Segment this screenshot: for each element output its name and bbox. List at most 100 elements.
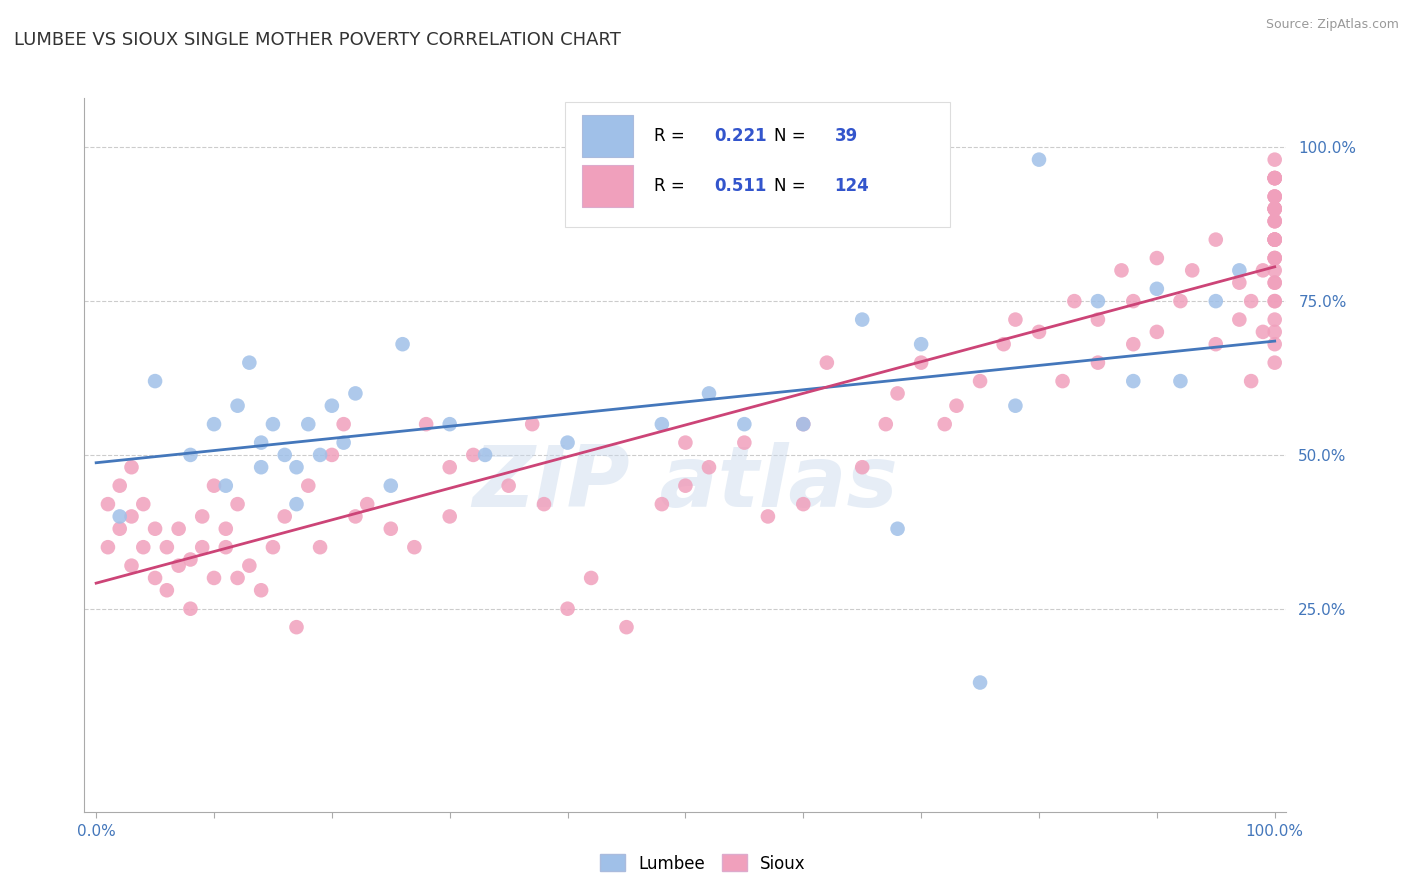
Point — [815, 356, 838, 370]
Point — [202, 478, 225, 492]
Point — [215, 478, 238, 492]
Point — [1264, 233, 1286, 247]
Point — [1028, 153, 1050, 167]
Point — [1240, 294, 1263, 309]
Point — [179, 448, 201, 462]
Point — [651, 497, 673, 511]
Point — [121, 558, 143, 573]
Point — [297, 417, 319, 432]
Point — [1264, 171, 1286, 186]
Point — [733, 417, 755, 432]
Point — [1264, 189, 1286, 203]
Point — [886, 386, 908, 401]
Point — [179, 552, 201, 566]
Point — [1264, 337, 1286, 351]
FancyBboxPatch shape — [582, 115, 633, 157]
Text: 39: 39 — [835, 127, 858, 145]
Point — [215, 522, 238, 536]
Legend: Lumbee, Sioux: Lumbee, Sioux — [593, 847, 813, 880]
Point — [498, 478, 520, 492]
Point — [332, 417, 354, 432]
Point — [215, 540, 238, 554]
Point — [1264, 251, 1286, 265]
Point — [1122, 337, 1144, 351]
Point — [697, 460, 720, 475]
Point — [121, 460, 143, 475]
Text: Source: ZipAtlas.com: Source: ZipAtlas.com — [1265, 18, 1399, 31]
Point — [1004, 399, 1026, 413]
FancyBboxPatch shape — [565, 102, 950, 227]
Point — [143, 571, 166, 585]
Point — [733, 435, 755, 450]
Point — [415, 417, 437, 432]
Point — [344, 386, 367, 401]
Point — [1264, 233, 1286, 247]
Point — [309, 540, 332, 554]
Point — [1227, 263, 1250, 277]
Point — [1264, 276, 1286, 290]
Point — [356, 497, 378, 511]
Point — [1087, 356, 1109, 370]
Point — [969, 675, 991, 690]
Point — [1087, 312, 1109, 326]
Point — [1264, 214, 1286, 228]
Point — [1264, 276, 1286, 290]
Point — [1264, 251, 1286, 265]
Point — [1251, 325, 1274, 339]
Point — [1264, 171, 1286, 186]
Point — [167, 558, 190, 573]
Point — [1111, 263, 1133, 277]
Point — [1264, 233, 1286, 247]
Point — [697, 386, 720, 401]
Point — [1264, 202, 1286, 216]
Point — [1028, 325, 1050, 339]
Point — [1181, 263, 1204, 277]
Point — [108, 509, 131, 524]
Point — [1240, 374, 1263, 388]
Point — [1264, 171, 1286, 186]
Point — [238, 558, 260, 573]
Point — [1264, 202, 1286, 216]
Point — [1146, 282, 1168, 296]
Point — [675, 478, 697, 492]
Point — [1004, 312, 1026, 326]
Point — [132, 540, 155, 554]
Point — [97, 540, 120, 554]
Point — [285, 620, 308, 634]
Point — [97, 497, 120, 511]
Point — [1264, 251, 1286, 265]
Point — [557, 601, 579, 615]
Point — [1087, 294, 1109, 309]
Point — [851, 460, 873, 475]
Point — [1264, 214, 1286, 228]
Point — [156, 540, 179, 554]
Point — [1264, 189, 1286, 203]
Point — [1063, 294, 1085, 309]
Point — [934, 417, 956, 432]
Point — [108, 478, 131, 492]
Point — [1264, 263, 1286, 277]
Point — [1146, 251, 1168, 265]
Point — [132, 497, 155, 511]
Point — [179, 601, 201, 615]
Point — [332, 435, 354, 450]
Point — [875, 417, 897, 432]
Point — [226, 571, 249, 585]
Point — [1264, 202, 1286, 216]
Point — [1264, 294, 1286, 309]
Point — [1264, 233, 1286, 247]
Point — [274, 448, 297, 462]
Point — [238, 356, 260, 370]
Point — [380, 478, 402, 492]
Text: N =: N = — [775, 177, 811, 194]
Point — [945, 399, 967, 413]
Point — [1170, 294, 1192, 309]
Point — [202, 571, 225, 585]
Point — [250, 435, 273, 450]
Point — [156, 583, 179, 598]
Point — [404, 540, 426, 554]
Point — [250, 583, 273, 598]
Point — [1205, 337, 1227, 351]
Point — [792, 417, 814, 432]
Point — [262, 540, 284, 554]
